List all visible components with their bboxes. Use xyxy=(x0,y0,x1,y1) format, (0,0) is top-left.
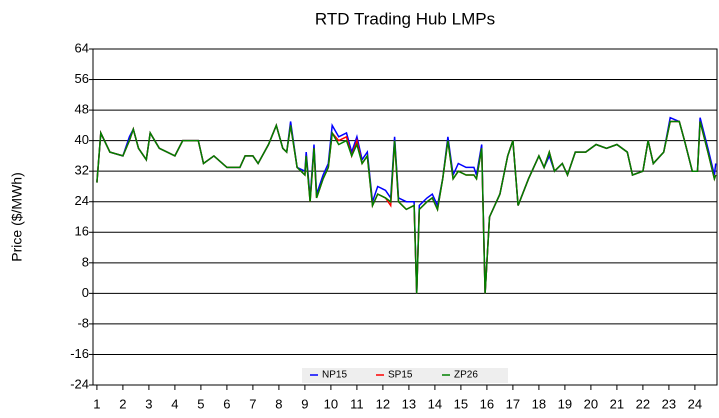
x-tick-label: 4 xyxy=(171,396,178,411)
x-tick-label: 7 xyxy=(249,396,256,411)
y-tick-label: 64 xyxy=(75,40,89,55)
y-tick-label: -24 xyxy=(70,376,89,391)
x-tick-label: 17 xyxy=(506,396,520,411)
y-tick-label: 16 xyxy=(75,224,89,239)
y-tick-label: 0 xyxy=(82,285,89,300)
x-tick-label: 5 xyxy=(197,396,204,411)
x-tick-label: 22 xyxy=(636,396,650,411)
plot-frame xyxy=(92,48,718,386)
x-tick-label: 16 xyxy=(480,396,494,411)
y-tick-label: 40 xyxy=(75,132,89,147)
y-tick-label: -16 xyxy=(70,346,89,361)
x-tick-label: 10 xyxy=(324,396,338,411)
legend-label: SP15 xyxy=(388,370,413,381)
x-tick-label: 3 xyxy=(145,396,152,411)
x-tick-label: 14 xyxy=(428,396,442,411)
x-tick-label: 6 xyxy=(223,396,230,411)
chart-title: RTD Trading Hub LMPs xyxy=(315,9,495,28)
x-tick-label: 12 xyxy=(376,396,390,411)
x-tick-label: 18 xyxy=(532,396,546,411)
x-tick-label: 21 xyxy=(610,396,624,411)
x-tick-label: 23 xyxy=(662,396,676,411)
x-tick-label: 19 xyxy=(558,396,572,411)
x-tick-label: 2 xyxy=(119,396,126,411)
x-tick-label: 15 xyxy=(454,396,468,411)
y-tick-label: 24 xyxy=(75,193,89,208)
legend-label: ZP26 xyxy=(454,370,478,381)
series-line xyxy=(96,116,717,294)
y-tick-label: -8 xyxy=(77,315,89,330)
legend-label: NP15 xyxy=(322,370,347,381)
x-tick-label: 13 xyxy=(402,396,416,411)
y-tick-label: 32 xyxy=(75,163,89,178)
y-tick-label: 48 xyxy=(75,102,89,117)
x-tick-label: 1 xyxy=(93,396,100,411)
y-tick-label: 56 xyxy=(75,71,89,86)
series-line xyxy=(96,120,717,294)
series-line xyxy=(96,120,717,294)
legend-box xyxy=(302,368,508,383)
x-tick-label: 11 xyxy=(350,396,364,411)
x-tick-label: 9 xyxy=(301,396,308,411)
x-tick-label: 8 xyxy=(275,396,282,411)
y-tick-label: 8 xyxy=(82,254,89,269)
x-tick-label: 20 xyxy=(584,396,598,411)
x-tick-label: 24 xyxy=(688,396,702,411)
y-axis-label: Price ($/MWh) xyxy=(9,172,25,261)
